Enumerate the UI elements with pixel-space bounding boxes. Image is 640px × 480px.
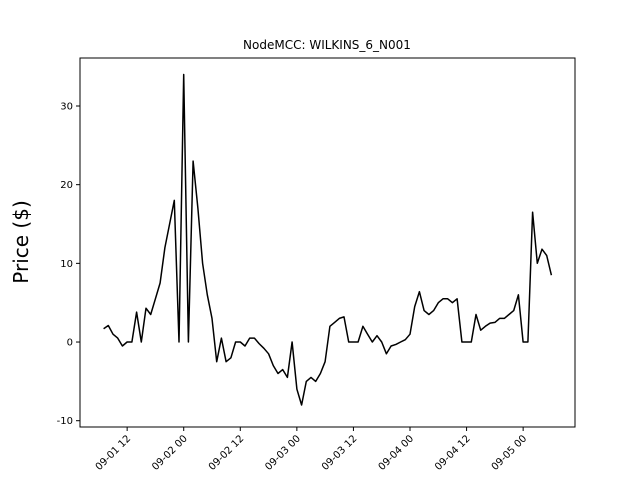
y-tick-label: 30 <box>60 101 73 112</box>
y-tick-label: 10 <box>60 259 73 270</box>
y-tick-label: -10 <box>57 416 73 427</box>
y-tick-label: 20 <box>60 180 73 191</box>
line <box>103 73 553 406</box>
y-tick-label: 0 <box>67 338 73 349</box>
y-axis-label: Price ($) <box>9 200 33 283</box>
plot-frame <box>79 57 576 428</box>
chart-title: NodeMCC: WILKINS_6_N001 <box>243 38 411 52</box>
